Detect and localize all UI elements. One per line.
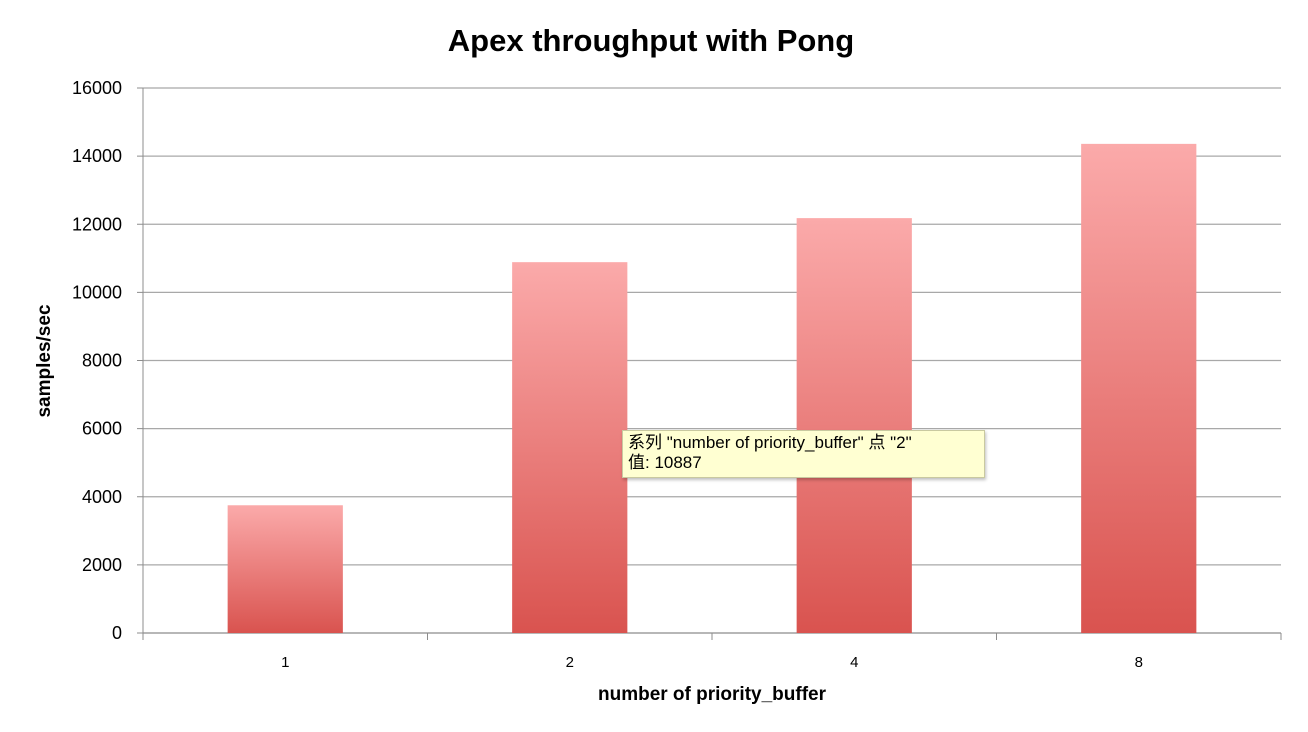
- x-axis: [142, 88, 1282, 640]
- y-tick-label: 14000: [72, 146, 122, 166]
- bars: [227, 143, 1197, 634]
- y-tick-label: 16000: [72, 78, 122, 98]
- y-tick-label: 12000: [72, 214, 122, 234]
- y-axis-ticks: 0 2000 4000 6000 8000 10000 12000 14000 16000: [72, 78, 143, 643]
- x-tick-label: 1: [281, 654, 289, 671]
- bar-4[interactable]: [796, 218, 912, 633]
- data-point-tooltip: 系列 "number of priority_buffer" 点 "2" 值: …: [622, 430, 985, 478]
- y-tick-label: 10000: [72, 282, 122, 302]
- bar-8[interactable]: [1081, 143, 1197, 634]
- y-tick-label: 0: [112, 623, 122, 643]
- x-tick-label: 8: [1135, 654, 1143, 671]
- tooltip-value-line: 值: 10887: [628, 453, 702, 472]
- y-tick-label: 8000: [82, 351, 122, 371]
- y-tick-label: 2000: [82, 555, 122, 575]
- y-tick-label: 6000: [82, 419, 122, 439]
- x-tick-label: 4: [850, 654, 858, 671]
- y-axis-title: samples/sec: [34, 304, 55, 417]
- bar-1[interactable]: [227, 505, 343, 633]
- x-tick-label: 2: [566, 654, 574, 671]
- bar-2[interactable]: [512, 262, 628, 633]
- x-axis-ticks: 1 2 4 8: [281, 654, 1143, 671]
- x-axis-title: number of priority_buffer: [598, 684, 827, 705]
- y-tick-label: 4000: [82, 487, 122, 507]
- chart-title: Apex throughput with Pong: [448, 23, 854, 58]
- tooltip-series-line: 系列 "number of priority_buffer" 点 "2": [628, 433, 912, 452]
